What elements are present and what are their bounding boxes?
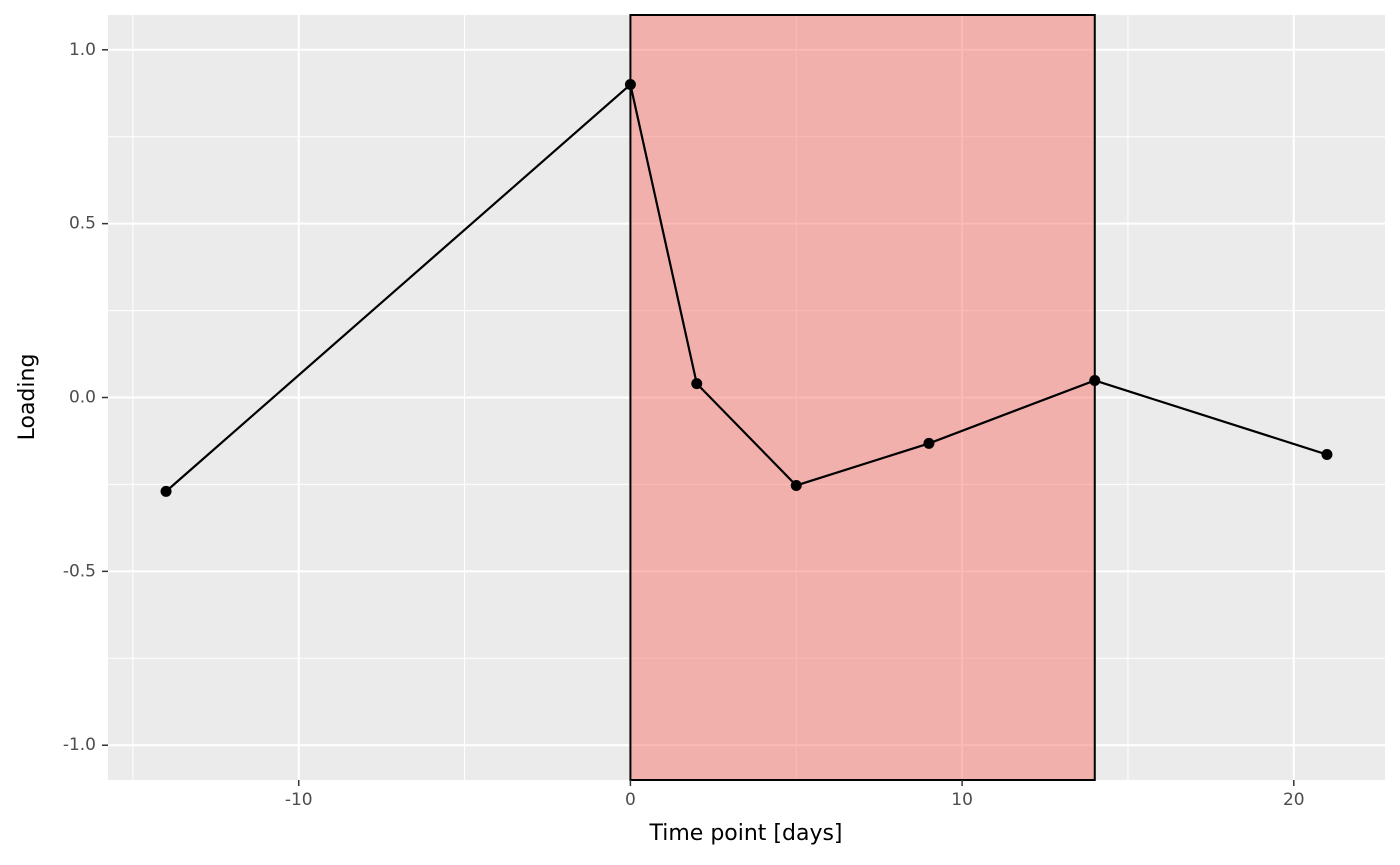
x-tick-label: 20 [1283, 790, 1305, 810]
data-point [923, 437, 935, 449]
x-tick-label: 0 [625, 790, 636, 810]
marks [160, 14, 1333, 781]
y-tick-label: 1.0 [69, 40, 96, 60]
data-point [790, 479, 802, 491]
data-point [1321, 449, 1333, 461]
x-axis-title: Time point [days] [648, 821, 842, 846]
data-point [1089, 374, 1101, 386]
y-tick-label: 0.0 [69, 388, 96, 408]
y-tick-label: -1.0 [63, 735, 96, 755]
y-axis-title: Loading [15, 354, 40, 441]
data-point [160, 485, 172, 497]
data-point [691, 378, 703, 390]
x-tick-label: -10 [285, 790, 313, 810]
y-tick-label: -0.5 [63, 561, 96, 581]
y-tick-label: 0.5 [69, 214, 96, 234]
highlight-band [629, 14, 1096, 781]
x-tick-label: 10 [951, 790, 973, 810]
data-point [624, 79, 636, 91]
